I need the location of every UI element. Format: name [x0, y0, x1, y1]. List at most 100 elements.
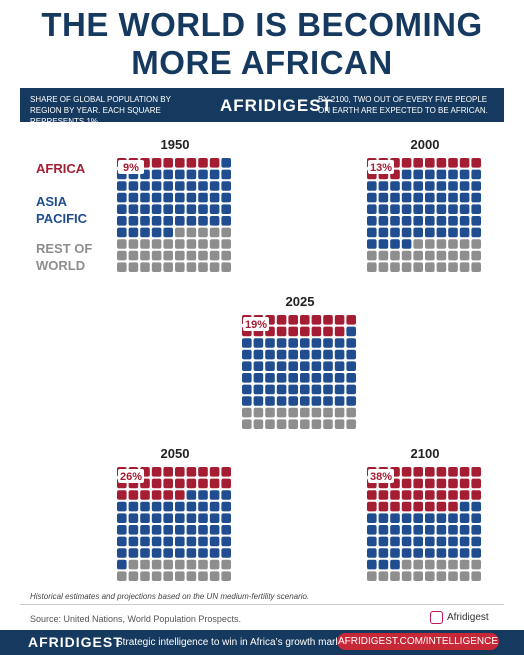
square: [367, 239, 377, 249]
square: [276, 361, 287, 371]
square: [186, 490, 197, 500]
square: [401, 513, 412, 523]
square: [378, 571, 389, 581]
square: [163, 478, 173, 489]
square: [459, 216, 470, 226]
square: [117, 181, 127, 191]
value-label-bg: [368, 469, 394, 483]
square: [471, 490, 481, 500]
square: [367, 181, 377, 191]
square: [175, 250, 185, 261]
square: [175, 548, 185, 558]
square: [209, 490, 220, 500]
square: [186, 169, 197, 180]
square: [221, 250, 231, 261]
square: [140, 204, 150, 214]
square: [163, 192, 173, 203]
square: [459, 490, 470, 500]
square: [425, 478, 435, 489]
square: [334, 384, 345, 395]
square: [186, 559, 197, 570]
square: [448, 525, 458, 535]
square: [378, 501, 389, 512]
square: [128, 490, 139, 500]
square: [346, 419, 356, 429]
social[interactable]: Afridigest: [447, 612, 489, 623]
square: [117, 216, 127, 226]
square: [209, 262, 220, 272]
square: [128, 513, 139, 523]
square: [265, 373, 275, 383]
square: [413, 571, 423, 581]
square: [198, 559, 208, 570]
square: [436, 216, 447, 226]
square: [117, 571, 127, 581]
square: [221, 513, 231, 523]
square: [311, 407, 322, 418]
square: [276, 315, 287, 325]
link-button[interactable]: AFRIDIGEST.COM/INTELLIGENCE: [337, 633, 499, 650]
square: [151, 204, 162, 214]
square: [221, 467, 231, 477]
square: [401, 559, 412, 570]
square: [413, 227, 423, 238]
square: [471, 548, 481, 558]
square: [436, 501, 447, 512]
square: [367, 501, 377, 512]
legend-label: AFRICA: [36, 161, 86, 176]
square: [140, 250, 150, 261]
square: [413, 192, 423, 203]
square: [390, 181, 400, 191]
square: [151, 250, 162, 261]
square: [265, 384, 275, 395]
square: [209, 250, 220, 261]
square: [186, 181, 197, 191]
square: [276, 384, 287, 395]
square: [117, 548, 127, 558]
square: [253, 361, 264, 371]
square: [334, 373, 345, 383]
square: [175, 559, 185, 570]
legend-label: ASIA PACIFIC: [36, 194, 88, 226]
square: [448, 559, 458, 570]
square: [242, 419, 252, 429]
square: [128, 501, 139, 512]
square: [413, 250, 423, 261]
square: [300, 396, 310, 406]
square: [471, 239, 481, 249]
square: [221, 262, 231, 272]
square: [367, 216, 377, 226]
square: [334, 326, 345, 337]
square: [198, 181, 208, 191]
divider: [20, 604, 504, 605]
value-label: 9%: [123, 162, 139, 174]
square: [425, 204, 435, 214]
square: [459, 250, 470, 261]
square: [242, 396, 252, 406]
square: [186, 250, 197, 261]
square: [186, 548, 197, 558]
square: [413, 181, 423, 191]
square: [367, 490, 377, 500]
square: [163, 490, 173, 500]
square: [378, 204, 389, 214]
square: [221, 478, 231, 489]
square: [425, 490, 435, 500]
square: [425, 239, 435, 249]
square: [448, 239, 458, 249]
square: [413, 548, 423, 558]
square: [425, 513, 435, 523]
square: [198, 204, 208, 214]
square: [459, 158, 470, 168]
square: [323, 361, 333, 371]
square: [140, 216, 150, 226]
square: [378, 192, 389, 203]
square: [390, 548, 400, 558]
square: [198, 262, 208, 272]
square: [128, 204, 139, 214]
square: [448, 250, 458, 261]
square: [413, 490, 423, 500]
square: [140, 227, 150, 238]
square: [242, 373, 252, 383]
square: [401, 501, 412, 512]
